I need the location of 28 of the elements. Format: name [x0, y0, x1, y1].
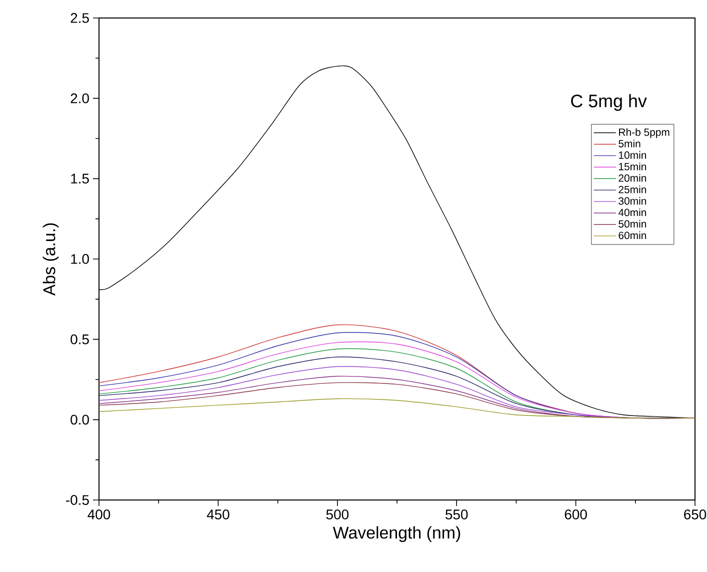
line-series [99, 324, 576, 414]
legend-label: 50min [618, 220, 646, 228]
y-tick-label: 0.5 [70, 334, 89, 344]
legend-label: 60min [618, 231, 646, 240]
legend-label: 5min [618, 140, 640, 148]
x-tick-label: 650 [684, 510, 706, 520]
legend-label: 20min [618, 174, 646, 182]
legend-label: 15min [619, 162, 646, 170]
x-axis-title: Wavelength (nm) [332, 526, 460, 542]
line-series [99, 398, 696, 419]
y-tick-label: 2.5 [70, 13, 89, 23]
x-tick-label: 500 [326, 510, 348, 520]
x-tick-label: 400 [88, 510, 110, 520]
legend-label: 40min [618, 208, 646, 216]
x-tick-label: 600 [564, 510, 587, 520]
y-tick-label: 0.0 [70, 414, 89, 425]
legend-label: 30min [618, 197, 646, 205]
y-tick-label: 1.0 [71, 254, 89, 264]
legend-label: 25min [618, 186, 646, 194]
x-tick-label: 450 [206, 510, 230, 520]
y-tick-label: 2.0 [70, 93, 89, 104]
y-tick-label: -0.5 [66, 495, 89, 505]
legend-label: Rh-b 5ppm [619, 128, 670, 138]
legend-label: 10min [619, 151, 646, 159]
y-tick-label: 1.5 [71, 174, 89, 184]
text: C 5mg hv [571, 94, 647, 111]
x-tick-label: 550 [446, 510, 468, 520]
y-axis-title: Abs (a.u.) [42, 223, 59, 296]
